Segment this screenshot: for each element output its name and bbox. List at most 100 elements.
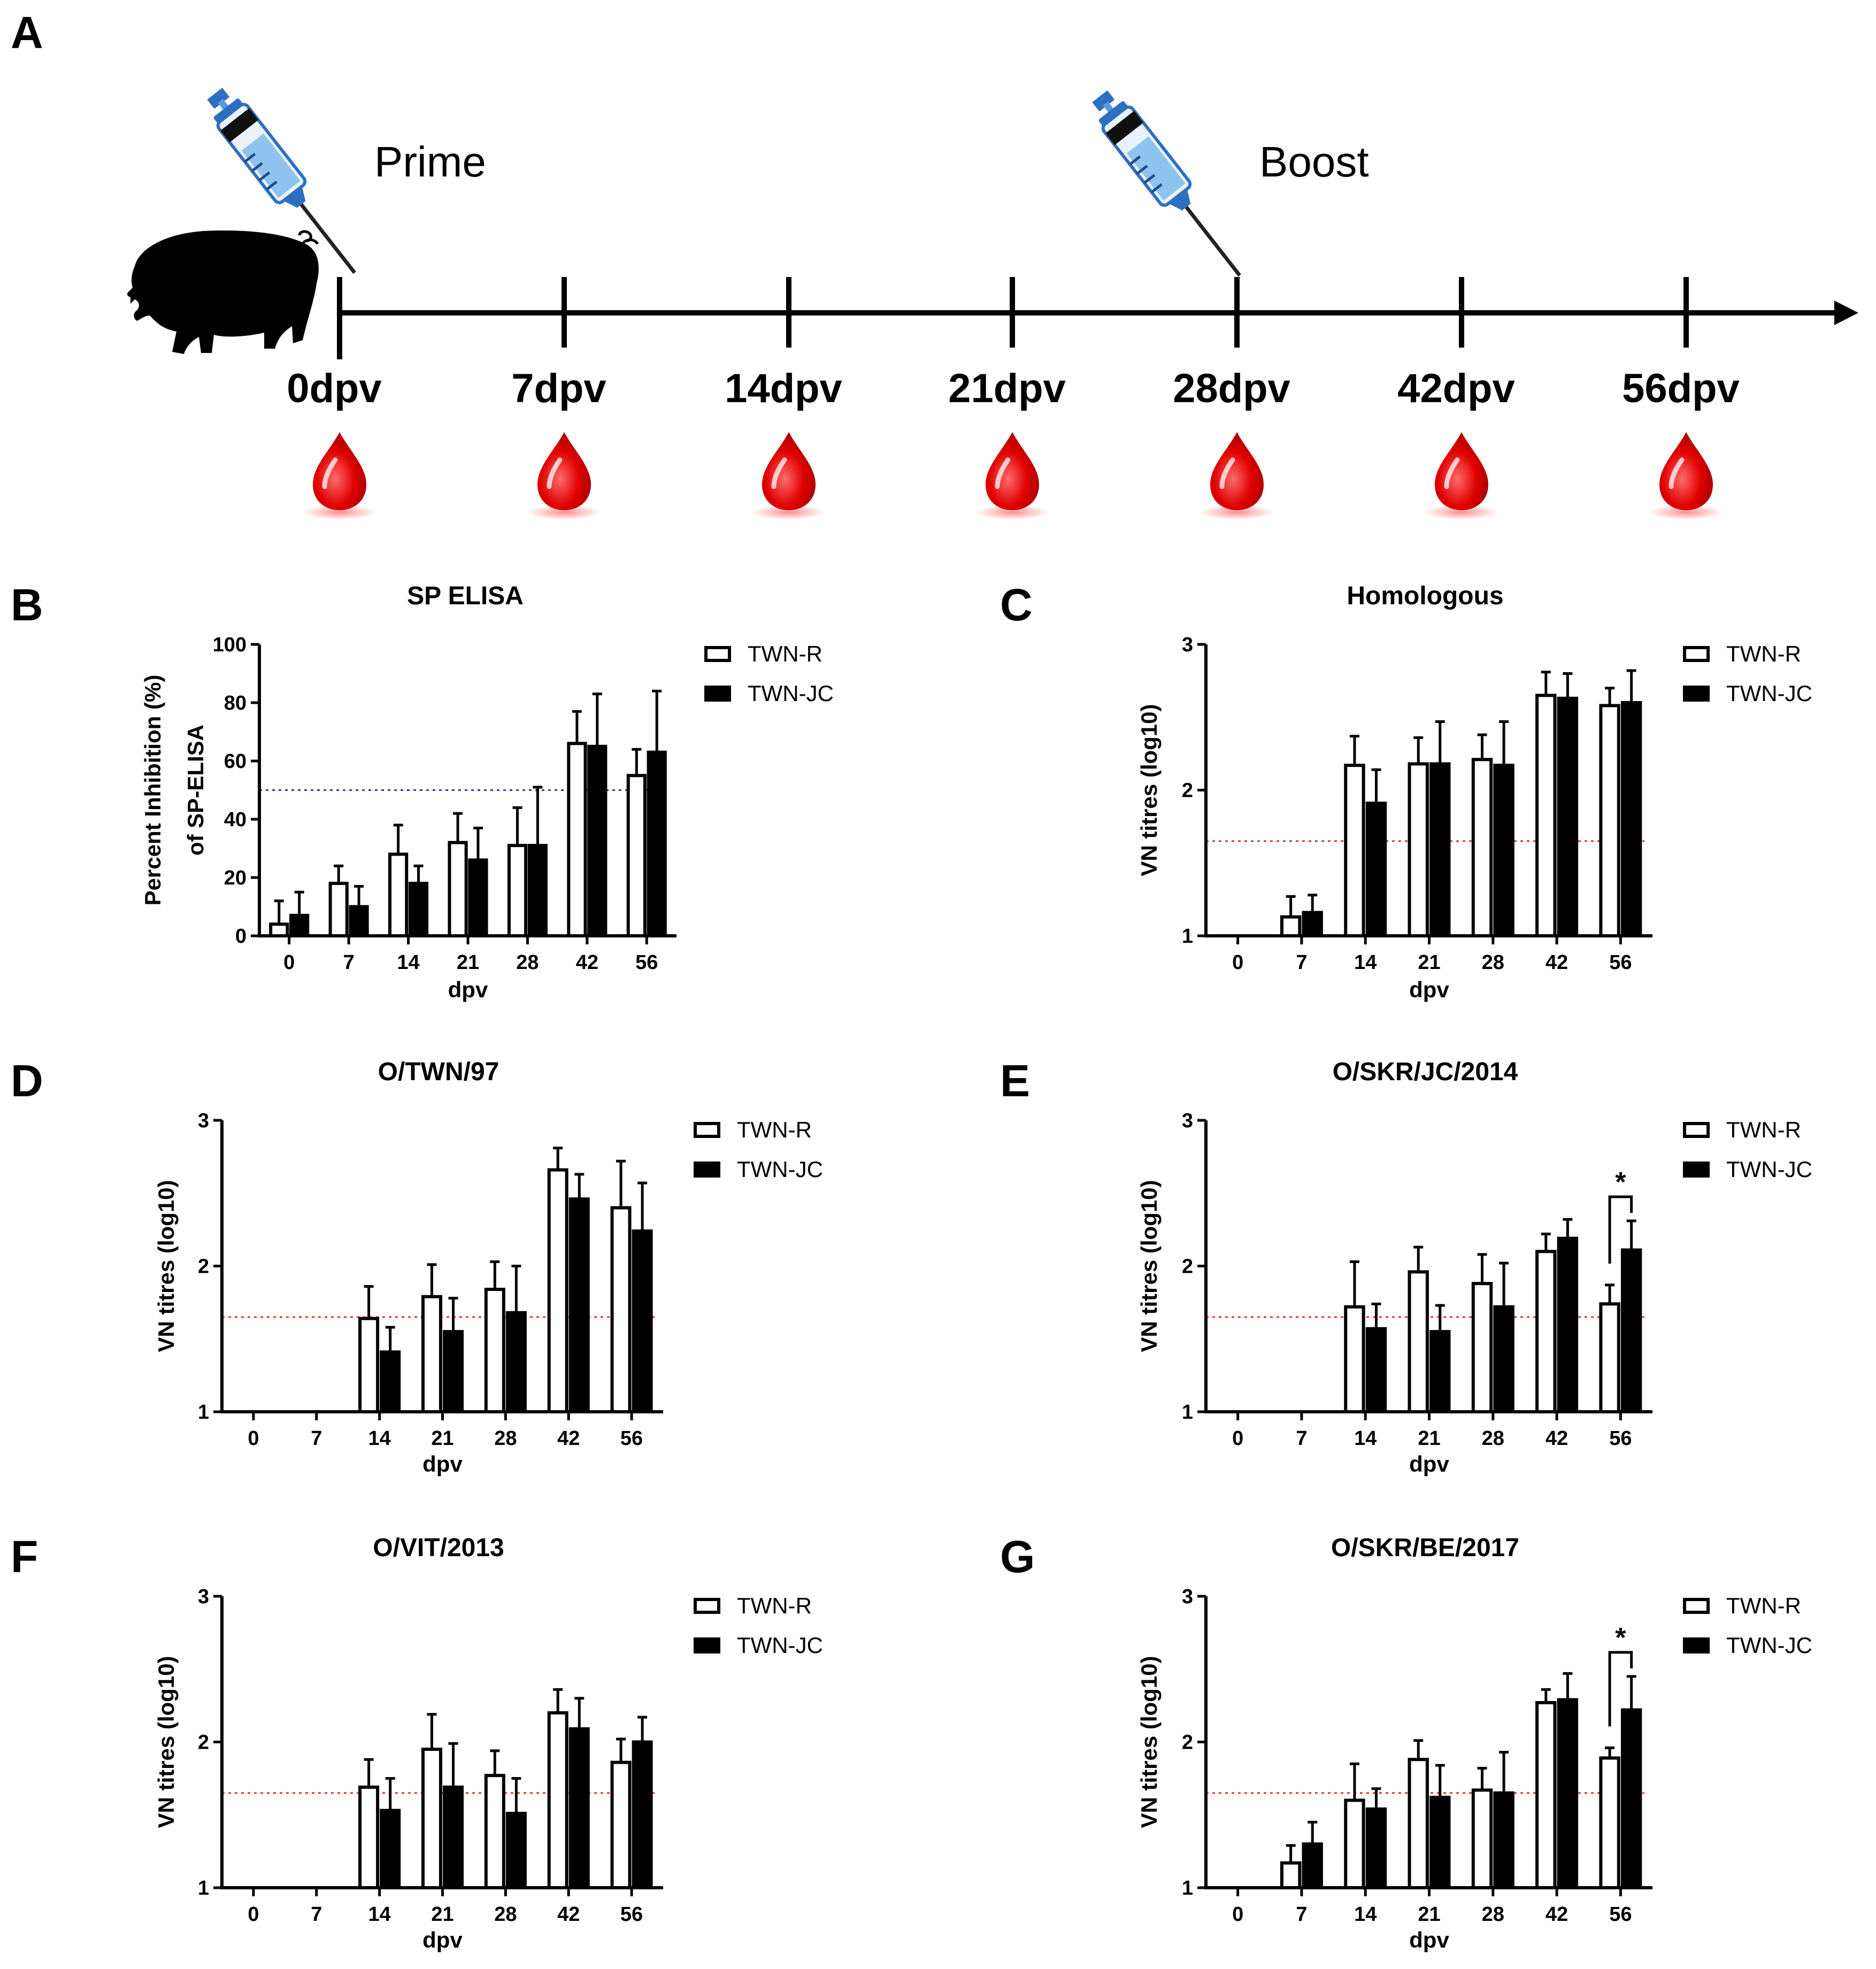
bar-twn-r <box>1599 1756 1620 1890</box>
y-tick-label: 100 <box>213 634 247 656</box>
blood-drop-icon <box>975 432 1050 520</box>
bar-twn-jc <box>349 905 369 937</box>
y-tick-label: 1 <box>1182 1401 1193 1424</box>
bar-twn-jc <box>1365 802 1387 938</box>
x-axis-label: dpv <box>422 1927 463 1952</box>
x-tick-label: 56 <box>1609 1903 1632 1926</box>
blood-drop-icon <box>302 432 377 520</box>
x-axis-label: dpv <box>1409 1927 1449 1952</box>
y-tick-label: 0 <box>235 925 247 948</box>
significance-bracket <box>1608 1651 1633 1727</box>
bar-twn-r <box>1535 694 1557 937</box>
significance-label: * <box>1615 1622 1626 1653</box>
bar-twn-r <box>507 844 528 938</box>
legend-label: TWN-R <box>737 1117 812 1142</box>
bar-twn-jc <box>1493 1305 1514 1414</box>
bar-twn-r <box>421 1748 442 1889</box>
y-axis-label: VN titres (log10) <box>153 1656 179 1828</box>
legend-label: TWN-R <box>1726 641 1801 666</box>
bar-twn-r <box>269 922 289 937</box>
bar-twn-jc <box>380 1350 401 1413</box>
bar-twn-jc <box>568 1727 590 1890</box>
x-tick-label: 42 <box>557 1903 580 1926</box>
x-tick-label: 28 <box>1482 951 1504 974</box>
bar-twn-jc <box>1365 1807 1387 1890</box>
panel-letter-f: F <box>11 1532 38 1582</box>
bar-twn-jc <box>408 881 429 938</box>
bar-twn-r <box>547 1711 568 1889</box>
panel-letter-b: B <box>11 580 43 630</box>
chart-panel-b: B SP ELISA 0 20 40 60 80 100 0 7 14 21 28 42 56 dpv Perc… <box>11 580 834 1002</box>
bar-twn-r <box>1408 1758 1429 1889</box>
legend-swatch-twn-r <box>704 646 731 662</box>
legend-swatch-twn-r <box>1683 1598 1710 1614</box>
panel-letter-g: G <box>1000 1532 1035 1582</box>
prime-label: Prime <box>374 138 486 186</box>
bar-twn-r <box>1344 1305 1365 1414</box>
legend-label: TWN-R <box>748 641 822 666</box>
x-tick-label: 21 <box>1418 1427 1440 1450</box>
bar-twn-jc <box>647 750 667 938</box>
pig-icon <box>127 230 319 354</box>
bar-twn-r <box>610 1760 632 1889</box>
x-tick-label: 42 <box>1546 1427 1568 1450</box>
x-tick-label: 7 <box>1296 1427 1307 1450</box>
legend-swatch-twn-r <box>694 1598 720 1614</box>
y-tick-label: 2 <box>1182 1732 1193 1754</box>
x-tick-label: 28 <box>516 951 539 974</box>
legend-label: TWN-JC <box>737 1157 823 1182</box>
chart-panel-f: F O/VIT/2013 1 2 3 0 7 14 21 28 42 56 dpv VN titres (… <box>11 1532 823 1952</box>
x-tick-label: 56 <box>1609 951 1632 974</box>
x-tick-label: 0 <box>248 1903 259 1926</box>
y-tick-label: 40 <box>224 809 247 831</box>
timepoint-label: 7dpv <box>511 366 606 411</box>
bar-twn-r <box>1471 758 1493 938</box>
y-tick-label: 60 <box>224 750 247 773</box>
x-axis-label: dpv <box>1409 977 1449 1002</box>
legend-swatch-twn-r <box>694 1122 720 1138</box>
legend-label: TWN-R <box>737 1593 812 1618</box>
timepoint-label: 56dpv <box>1622 366 1740 411</box>
legend-label: TWN-R <box>1726 1593 1801 1618</box>
bar-twn-jc <box>505 1311 527 1413</box>
bar-twn-jc <box>1493 1791 1514 1889</box>
bar-twn-r <box>1471 1788 1493 1890</box>
bar-twn-r <box>484 1774 505 1890</box>
x-tick-label: 42 <box>1546 1903 1568 1926</box>
timepoint-label: 21dpv <box>948 366 1066 411</box>
y-tick-label: 80 <box>224 692 247 714</box>
x-tick-label: 14 <box>397 951 419 974</box>
bar-twn-jc <box>443 1330 464 1413</box>
x-tick-label: 0 <box>1232 1427 1243 1450</box>
timepoint-label: 14dpv <box>725 366 842 411</box>
x-axis-label: dpv <box>422 1451 463 1476</box>
x-tick-label: 21 <box>431 1903 453 1926</box>
x-tick-label: 0 <box>283 951 295 974</box>
chart-title: O/VIT/2013 <box>373 1534 504 1562</box>
y-tick-label: 3 <box>1182 634 1193 656</box>
legend-swatch-twn-jc <box>1683 1637 1710 1653</box>
legend-swatch-twn-jc <box>694 1637 720 1653</box>
blood-drop-icon <box>1200 432 1274 520</box>
x-tick-label: 14 <box>1354 1427 1377 1450</box>
chart-panel-g: G O/SKR/BE/2017 * 1 2 3 0 7 14 21 28 42 56 dpv VN titr… <box>1000 1532 1812 1952</box>
chart-title: SP ELISA <box>407 582 524 610</box>
y-tick-label: 2 <box>1182 1256 1193 1278</box>
chart-panel-d: D O/TWN/97 1 2 3 0 7 14 21 28 42 56 dpv VN titres (lo… <box>11 1056 823 1476</box>
x-tick-label: 28 <box>494 1427 517 1450</box>
y-axis-label: Percent Inhibition (%) <box>140 675 165 906</box>
panel-letter-a: A <box>11 7 43 58</box>
legend-label: TWN-JC <box>748 681 834 706</box>
bar-twn-r <box>1471 1282 1493 1413</box>
timepoint-label: 0dpv <box>287 366 381 411</box>
y-tick-label: 1 <box>1182 1877 1193 1899</box>
legend-label: TWN-R <box>1726 1117 1801 1142</box>
x-tick-label: 14 <box>368 1427 391 1450</box>
syringe-icon <box>1086 85 1254 287</box>
bar-twn-jc <box>1620 1708 1642 1890</box>
bar-twn-r <box>388 852 409 938</box>
x-tick-label: 21 <box>457 951 479 974</box>
x-tick-label: 0 <box>1232 951 1243 974</box>
bar-twn-jc <box>505 1812 527 1889</box>
bar-twn-jc <box>1302 911 1323 938</box>
